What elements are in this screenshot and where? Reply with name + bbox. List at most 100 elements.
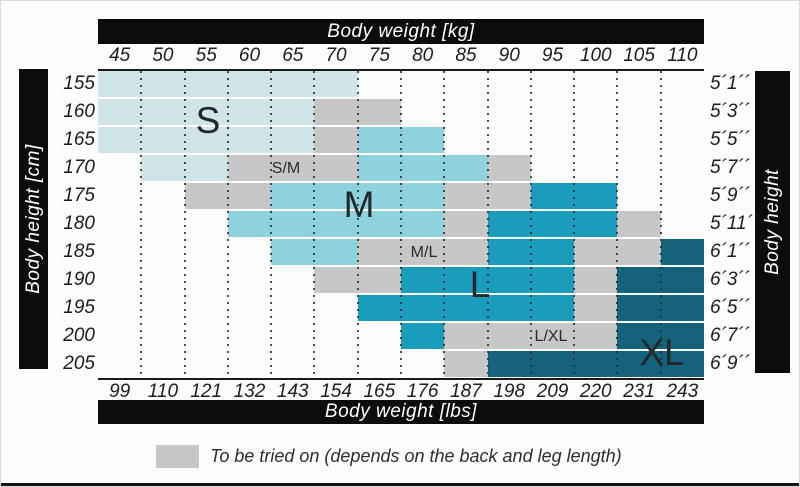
grid-cell-size-S [227,127,272,153]
grid-cell-size-L [444,267,488,293]
ft-tick: 6´9´´ [710,353,751,374]
cm-tick: 200 [63,325,95,346]
grid-cell-empty [661,99,704,125]
ft-tick: 6´5´´ [710,297,751,318]
grid-cell-size-M [227,211,272,237]
lbs-tick: 198 [493,381,526,402]
grid-cell-to-be-tried-on [617,211,661,237]
grid-cell-empty [661,155,704,181]
grid-cell-empty [185,295,228,321]
grid-cell-size-S [184,99,228,125]
grid-cell-size-L [530,295,575,321]
grid-cell-size-S [271,99,315,125]
cm-axis-ticks: 155 160 165 170 175 180 185 190 195 200 205 [49,71,95,377]
grid-cell-size-S [98,71,142,97]
grid-cell-size-XL [617,323,661,349]
top-axis-title: Body weight [kg] [327,20,475,42]
grid-cell-empty [661,127,704,153]
grid-cell-size-XL [617,267,661,293]
grid-cell-empty [531,127,574,153]
grid-cell-empty [314,323,357,349]
left-axis-title-bar: Body height [cm] [19,69,48,369]
grid-cell-size-L [574,183,618,209]
lbs-tick: 121 [190,381,223,402]
grid-cell-to-be-tried-on [487,323,531,349]
grid-cell-size-S [141,99,185,125]
grid-cell-size-L [357,295,401,321]
grid-cell-empty [271,295,314,321]
grid-cell-size-M [271,211,315,237]
grid-cell-empty [358,323,401,349]
grid-cell-empty [98,295,141,321]
grid-cell-to-be-tried-on [314,99,358,125]
grid-cell-to-be-tried-on [444,183,488,209]
grid-cell-size-XL [617,351,661,377]
grid-cell-size-M [314,183,358,209]
ft-axis-ticks: 5´1´´ 5´3´´ 5´5´´ 5´7´´ 5´9´´ 5´11´´ 6´1´´ 6´3´… [710,71,770,377]
cm-tick: 195 [63,297,95,318]
grid-cell-to-be-tried-on [271,155,315,181]
grid-cell-empty [141,211,184,237]
grid-cell-empty [98,323,141,349]
lbs-tick: 243 [666,381,699,402]
grid-cell-size-L [487,267,531,293]
ft-tick: 6´7´´ [710,325,751,346]
grid-cell-empty [98,211,141,237]
grid-cell-to-be-tried-on [487,155,531,181]
grid-cell-size-S [271,127,315,153]
kg-tick: 65 [282,45,304,66]
ft-tick: 5´11´´ [710,213,760,234]
grid-cell-size-M [400,155,445,181]
grid-cell-size-M [400,211,445,237]
grid-cell-to-be-tried-on [314,155,358,181]
lbs-tick: 143 [276,381,309,402]
ft-tick: 5´3´´ [710,101,751,122]
grid-cell-empty [228,295,271,321]
ft-tick: 5´9´´ [710,185,751,206]
grid-cell-to-be-tried-on [444,351,488,377]
grid-cell-size-XL [660,267,704,293]
grid-cell-empty [617,71,660,97]
grid-cell-empty [661,183,704,209]
grid-cell-empty [488,99,531,125]
grid-cell-empty [617,127,660,153]
cm-tick: 170 [63,157,95,178]
grid-cell-empty [98,239,141,265]
grid-cell-size-S [184,71,228,97]
grid-cell-size-M [357,183,401,209]
grid-cell-size-XL [660,323,704,349]
grid-cell-to-be-tried-on [444,239,488,265]
grid-bottom-line [98,378,704,380]
grid-cell-size-L [400,295,445,321]
grid-cell-empty [488,71,531,97]
kg-tick: 95 [541,45,564,66]
grid-cell-size-M [314,239,358,265]
top-axis-title-bar: Body weight [kg] [98,19,704,44]
grid-cell-empty [358,351,401,377]
cm-tick: 165 [63,129,95,150]
grid-cell-size-S [184,155,228,181]
grid-cell-size-L [530,211,575,237]
grid-cell-size-S [141,127,185,153]
grid-cell-to-be-tried-on [314,127,358,153]
grid-cell-empty [574,127,617,153]
lbs-tick: 209 [536,381,569,402]
ft-tick: 5´1´´ [710,73,751,94]
kg-tick: 55 [195,45,217,66]
grid-cell-empty [401,99,444,125]
grid-cell-empty [98,267,141,293]
kg-tick: 75 [368,45,390,66]
grid-cell-size-L [530,267,575,293]
grid-cell-to-be-tried-on [617,239,661,265]
grid-cell-empty [228,267,271,293]
grid-cell-empty [185,267,228,293]
grid-cell-size-M [271,183,315,209]
grid-cell-empty [401,71,444,97]
grid-cell-size-S [227,99,272,125]
grid-cell-size-XL [487,351,531,377]
grid-cell-empty [617,183,660,209]
grid-cell-to-be-tried-on [357,239,401,265]
cm-tick: 185 [63,241,95,262]
grid-cell-size-L [400,267,445,293]
grid-cell-size-XL [574,351,618,377]
